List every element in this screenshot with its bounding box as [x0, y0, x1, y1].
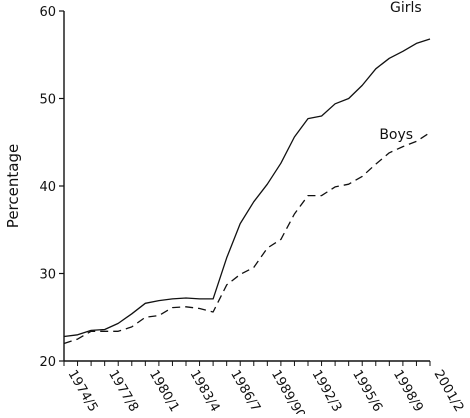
- y-tick-label: 60: [39, 5, 56, 20]
- x-tick-label: 1986/7: [227, 368, 263, 415]
- x-tick-label: 1983/4: [187, 368, 223, 415]
- series-label-girls: Girls: [390, 0, 422, 16]
- x-tick-label: 1989/90: [268, 368, 308, 415]
- series-label-boys: Boys: [379, 127, 413, 143]
- x-tick-label: 1995/6: [349, 368, 385, 415]
- x-tick-label: 1977/8: [105, 368, 141, 415]
- axes: 20 30 40 50 60 1974/5 1977/8 1980/1 1983/4 1986/7…: [4, 5, 467, 418]
- x-tick-label: 1980/1: [146, 368, 182, 415]
- x-tick-label: 1974/5: [65, 368, 101, 415]
- y-tick-label: 30: [39, 268, 56, 283]
- x-tick-label: 1992/3: [309, 368, 345, 415]
- y-axis-title: Percentage: [4, 144, 22, 228]
- series-line-boys: [63, 132, 431, 345]
- y-tick-label: 40: [39, 180, 56, 195]
- labels-layer: Girls Boys: [379, 0, 421, 143]
- x-tick-label: 2001/2: [431, 368, 467, 415]
- x-tick-label: 1998/9: [390, 368, 426, 415]
- series-line-girls: [63, 38, 431, 338]
- series-layer: [63, 38, 431, 345]
- y-tick-label: 50: [39, 93, 56, 108]
- y-tick-label: 20: [39, 355, 56, 370]
